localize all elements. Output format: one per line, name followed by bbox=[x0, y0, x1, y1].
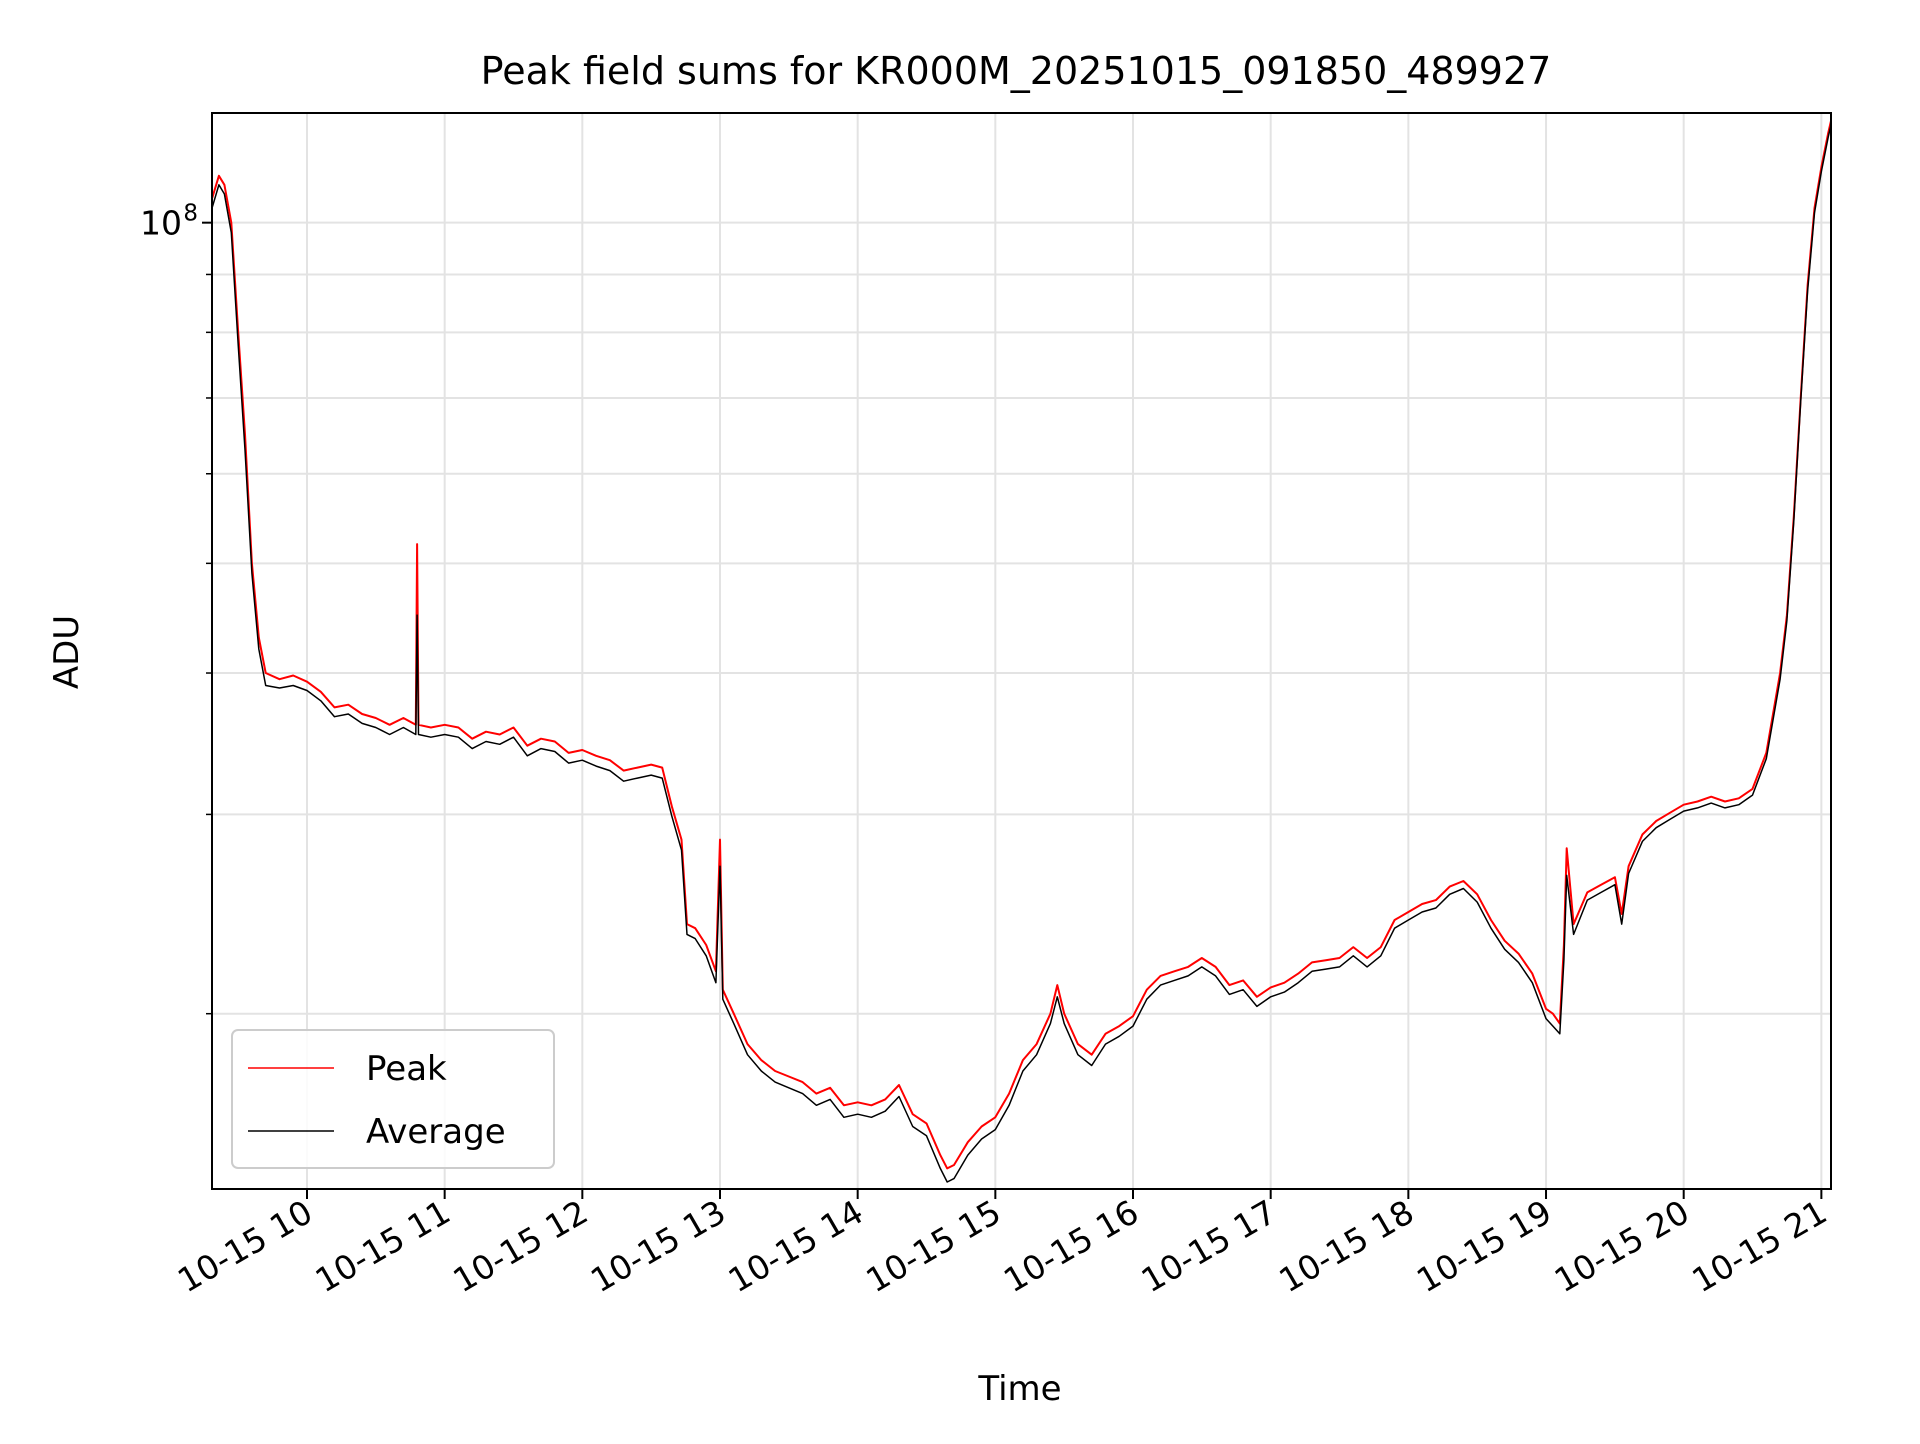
grid bbox=[212, 113, 1831, 1189]
legend-box bbox=[231, 1029, 555, 1169]
series-layer bbox=[211, 120, 1832, 1183]
legend-peak-label: Peak bbox=[366, 1049, 447, 1089]
series-line-average bbox=[211, 124, 1832, 1183]
plot-frame bbox=[211, 112, 1832, 1190]
series-line-peak bbox=[211, 120, 1832, 1170]
legend: Peak Average bbox=[231, 1029, 555, 1169]
legend-average-label: Average bbox=[366, 1112, 506, 1152]
y-axis: 10 8 bbox=[140, 201, 212, 1015]
x-axis-label: Time bbox=[977, 1369, 1061, 1409]
y-axis-label: ADU bbox=[47, 615, 87, 689]
chart-title: Peak field sums for KR000M_20251015_0918… bbox=[481, 49, 1552, 93]
y-tick-label: 10 bbox=[140, 204, 182, 243]
y-tick-exponent: 8 bbox=[183, 201, 198, 227]
